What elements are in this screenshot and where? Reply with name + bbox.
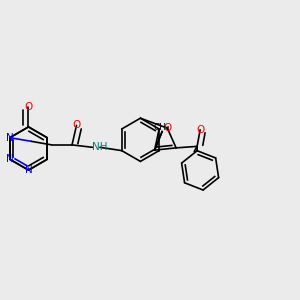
Text: N: N (6, 154, 14, 164)
Text: CH₃: CH₃ (154, 123, 170, 132)
Text: NH: NH (92, 142, 108, 152)
Text: N: N (25, 165, 32, 175)
Text: O: O (163, 123, 172, 133)
Text: N: N (6, 133, 14, 143)
Text: O: O (72, 120, 81, 130)
Text: O: O (24, 102, 33, 112)
Text: O: O (196, 125, 204, 135)
